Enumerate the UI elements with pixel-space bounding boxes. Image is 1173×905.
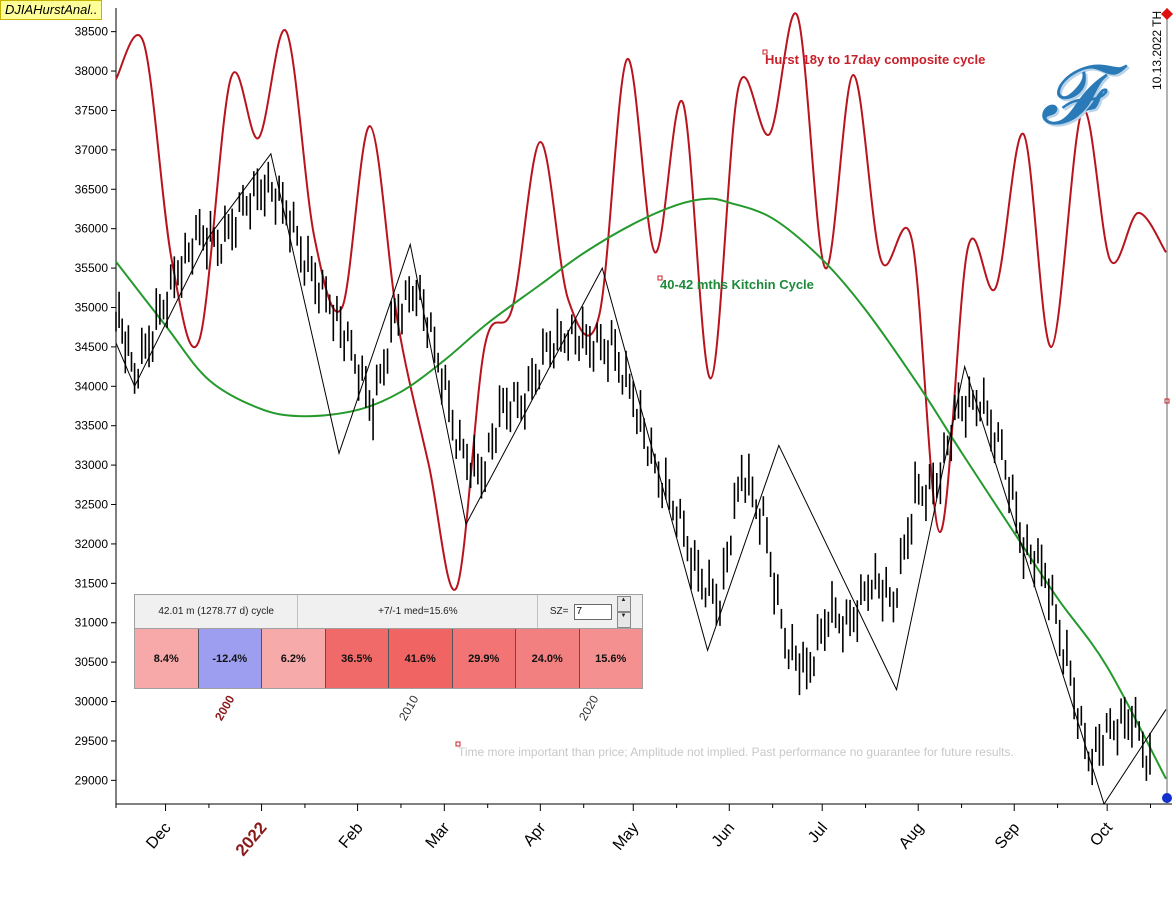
y-tick-label: 38500 — [75, 25, 109, 39]
y-tick-label: 34000 — [75, 379, 109, 393]
cycle-length-label: 42.01 m (1278.77 d) cycle — [135, 595, 299, 628]
cycle-cell: 8.4% — [135, 629, 199, 688]
cycle-cell: 41.6% — [389, 629, 453, 688]
kitchin-cycle-line — [115, 197, 1167, 780]
y-tick-label: 34500 — [75, 340, 109, 354]
marker-layer — [455, 8, 1173, 803]
spin-down-icon[interactable]: ▼ — [616, 611, 631, 628]
y-tick-label: 33500 — [75, 419, 109, 433]
logo-f-icon: 𝓕 — [1040, 48, 1101, 143]
sz-control: SZ= ▲ ▼ — [538, 595, 642, 628]
kitchin-cycle-annotation: 40-42 mths Kitchin Cycle — [660, 277, 814, 292]
cycle-cell: 29.9% — [452, 629, 516, 688]
x-tick-label: Sep — [992, 820, 1023, 853]
x-tick-label: Jun — [709, 820, 739, 851]
y-tick-label: 35000 — [75, 300, 109, 314]
cycle-cell: 24.0% — [516, 629, 580, 688]
cycle-panel-header: 42.01 m (1278.77 d) cycle +7/-1 med=15.6… — [135, 595, 642, 629]
y-tick-label: 30500 — [75, 655, 109, 669]
price-bars — [115, 161, 1151, 786]
cycle-cell: 6.2% — [262, 629, 326, 688]
x-tick-label: Mar — [423, 819, 454, 852]
x-tick-label: 2022 — [232, 818, 271, 859]
y-tick-label: 31000 — [75, 616, 109, 630]
top-end-marker-icon — [1161, 8, 1173, 20]
spin-up-icon[interactable]: ▲ — [616, 595, 631, 612]
disclaimer-anchor-marker — [455, 741, 461, 747]
cycle-stats-label: +7/-1 med=15.6% — [298, 595, 539, 628]
x-tick-label: May — [610, 820, 642, 854]
y-tick-label: 29500 — [75, 734, 109, 748]
series-layer — [115, 12, 1167, 806]
x-tick-label: Feb — [336, 820, 367, 852]
app-title[interactable]: DJIAHurstAnal.. — [0, 0, 103, 20]
end-marker-icon — [1162, 793, 1172, 803]
kitchin-anchor-marker — [657, 275, 663, 281]
cycle-cell: 15.6% — [579, 629, 642, 688]
sz-input[interactable] — [573, 603, 612, 620]
date-stamp: 10.13.2022 TH — [1150, 10, 1164, 90]
y-tick-label: 36500 — [75, 182, 109, 196]
cycle-stats-panel: 42.01 m (1278.77 d) cycle +7/-1 med=15.6… — [134, 594, 643, 689]
right-axis-marker — [1164, 398, 1170, 404]
composite-cycle-annotation: Hurst 18y to 17day composite cycle — [765, 52, 986, 67]
x-tick-label: Aug — [896, 820, 927, 853]
x-tick-label: Oct — [1087, 819, 1116, 849]
sz-label: SZ= — [549, 606, 569, 617]
y-tick-label: 36000 — [75, 222, 109, 236]
y-tick-label: 33000 — [75, 458, 109, 472]
swing-zigzag-line — [115, 152, 1167, 806]
cycle-cell: 36.5% — [325, 629, 389, 688]
x-tick-label: Apr — [520, 819, 549, 850]
composite-cycle-line — [115, 12, 1167, 591]
x-tick-label: Dec — [143, 820, 174, 853]
y-tick-label: 31500 — [75, 576, 109, 590]
y-tick-label: 32500 — [75, 498, 109, 512]
y-tick-label: 29000 — [75, 773, 109, 787]
cycle-cell: -12.4% — [198, 629, 262, 688]
cycle-amplitude-cells: 8.4% -12.4% 6.2% 36.5% 41.6% 29.9% 24.0% 15.6% — [135, 629, 642, 688]
y-tick-label: 32000 — [75, 537, 109, 551]
y-axis: 29000 29500 30000 30500 31000 31500 32000 32500… — [75, 8, 1172, 805]
x-axis: Dec 2022 Feb Mar Apr May Jun Jul Aug Sep Oct — [115, 804, 1152, 860]
y-tick-label: 35500 — [75, 261, 109, 275]
disclaimer: Time more important than price; Amplitud… — [458, 745, 1014, 759]
y-tick-label: 30000 — [75, 695, 109, 709]
composite-anchor-marker — [762, 49, 768, 55]
x-tick-label: Jul — [805, 820, 831, 847]
y-tick-label: 38000 — [75, 64, 109, 78]
y-tick-label: 37000 — [75, 143, 109, 157]
y-tick-label: 37500 — [75, 103, 109, 117]
